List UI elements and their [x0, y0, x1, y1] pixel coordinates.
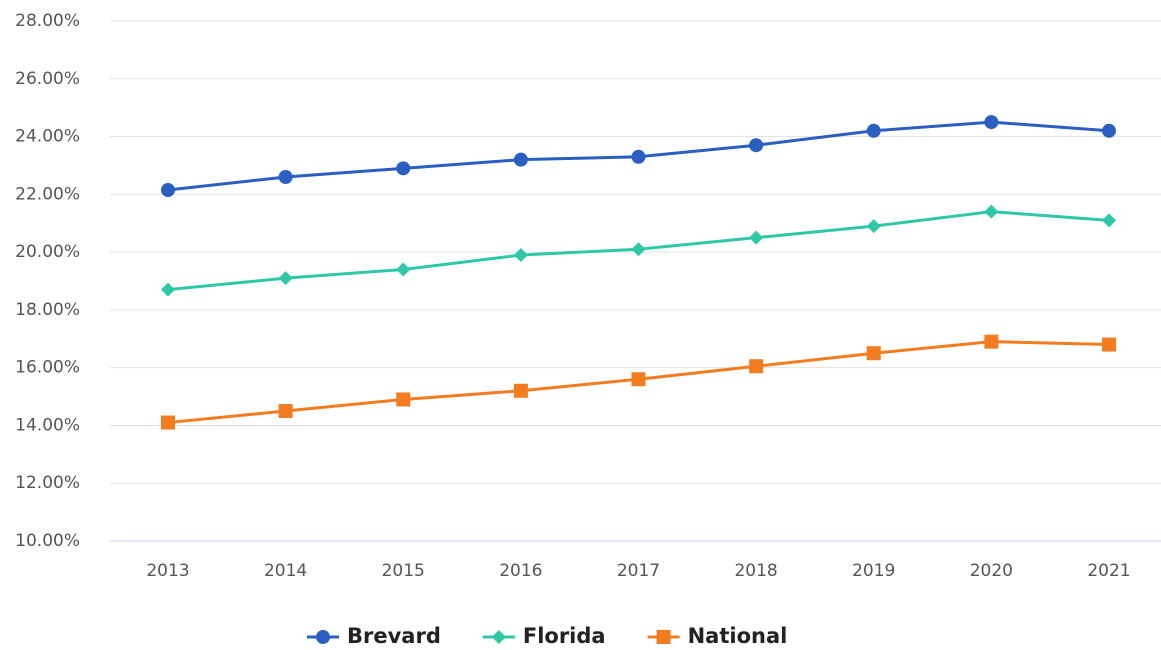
- x-tick-label: 2013: [146, 561, 189, 581]
- point: [396, 161, 411, 176]
- point: [1102, 213, 1116, 228]
- point: [866, 346, 881, 361]
- y-tick-label: 18.00%: [15, 300, 80, 320]
- point: [866, 123, 881, 138]
- point: [513, 152, 528, 167]
- x-tick-label: 2019: [852, 561, 895, 581]
- point: [278, 170, 293, 184]
- y-tick-label: 10.00%: [15, 531, 80, 551]
- point: [278, 404, 293, 418]
- point: [396, 392, 411, 407]
- point: [749, 138, 764, 153]
- point: [631, 149, 646, 164]
- point: [631, 372, 646, 387]
- point: [161, 415, 175, 430]
- point: [631, 242, 646, 257]
- x-tick-label: 2016: [499, 561, 542, 581]
- point: [513, 383, 528, 398]
- point: [1102, 123, 1116, 138]
- point: [749, 359, 764, 374]
- x-tick-label: 2015: [382, 561, 425, 581]
- x-tick-label: 2017: [617, 561, 660, 581]
- point: [161, 282, 175, 297]
- x-tick-label: 2020: [970, 561, 1013, 581]
- y-tick-label: 20.00%: [15, 242, 80, 262]
- legend-marker: [316, 630, 330, 644]
- y-tick-label: 22.00%: [15, 184, 80, 204]
- x-tick-label: 2018: [734, 561, 777, 581]
- legend-marker: [491, 630, 506, 644]
- point: [984, 204, 999, 219]
- point: [984, 115, 999, 130]
- point: [396, 262, 411, 277]
- legend-marker: [656, 630, 671, 644]
- x-tick-label: 2021: [1087, 561, 1130, 581]
- point: [1102, 337, 1116, 352]
- point: [866, 219, 881, 234]
- y-tick-label: 14.00%: [15, 415, 80, 435]
- y-tick-label: 26.00%: [15, 69, 80, 89]
- point: [278, 271, 293, 286]
- legend-label: Brevard: [347, 624, 441, 648]
- legend-label: Florida: [523, 624, 606, 648]
- point: [161, 183, 175, 197]
- point: [513, 248, 528, 262]
- x-tick-label: 2014: [264, 561, 307, 581]
- point: [984, 334, 999, 349]
- legend-label: National: [688, 624, 788, 648]
- y-tick-label: 28.00%: [15, 11, 80, 31]
- y-tick-label: 24.00%: [15, 127, 80, 147]
- y-tick-label: 12.00%: [15, 473, 80, 493]
- point: [749, 230, 764, 245]
- y-tick-label: 16.00%: [15, 358, 80, 378]
